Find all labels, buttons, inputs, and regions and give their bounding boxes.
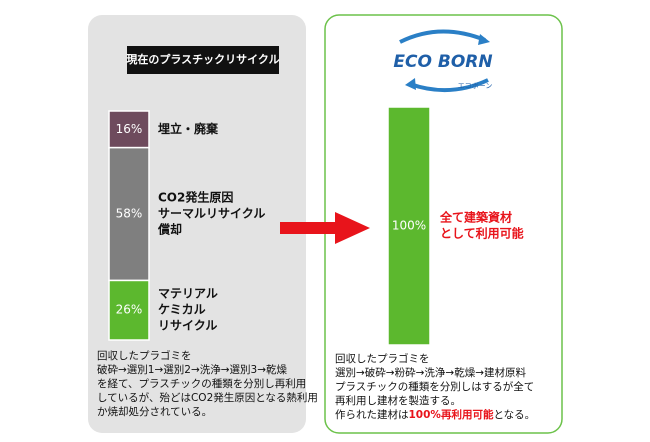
note-line: 作られた建材は100%再利用可能となる。 [335,408,535,421]
arrow [280,212,370,244]
note-part: 100%再利用可能 [409,408,494,421]
logo-arrow-head [405,78,416,90]
note-line: を経て、プラスチックの種類を分別し再利用 [97,377,306,390]
title-box [127,46,279,74]
bar-description: 償却 [157,222,182,237]
bar-segment [108,110,150,149]
note-line: 選別→破砕→粉砕→洗浄→乾燥→建材原料 [335,366,526,379]
bar-description: として利用可能 [440,226,524,241]
logo: ECO BORN エコボーン [393,29,493,93]
bar-segment [108,279,150,341]
logo-arrow-head [478,34,490,45]
bar-label: 16% [116,122,143,136]
logo-arrow [409,78,489,93]
bar-description: サーマルリサイクル [158,207,265,221]
note-line: 破砕→選別1→選別2→洗浄→選別3→乾燥 [97,363,288,376]
note-line: 回収したプラゴミを [335,352,430,365]
bar-description: マテリアル [158,287,218,301]
bar-label: 100% [392,219,426,233]
bar-description: 埋立・廃棄 [158,121,219,136]
logo-arrow [399,29,486,44]
bar-description: ケミカル [158,303,206,317]
note-part: 作られた建材は [335,408,409,421]
note-line: 再利用し建材を製造する。 [335,394,461,407]
note-part: となる。 [493,409,535,421]
logo-text: ECO BORN [393,52,492,72]
note-line: 回収したプラゴミを [97,349,192,362]
left-title: 現在のプラスチックリサイクル [126,52,279,66]
note-line: プラスチックの種類を分別しはするが全て [335,380,534,393]
bar-segment [108,146,150,282]
note-line: しているが、殆どはCO2発生原因となる熱利用 [97,391,318,404]
bar-description: リサイクル [158,319,217,333]
logo-sub: エコボーン [458,82,493,90]
bar-label: 26% [116,303,143,317]
bar-description: CO2発生原因 [158,190,233,205]
bar-segment [387,106,431,346]
bar-label: 58% [116,207,143,221]
note-line: か焼却処分されている。 [97,405,212,418]
bar-description: 全て建築資材 [439,210,512,225]
